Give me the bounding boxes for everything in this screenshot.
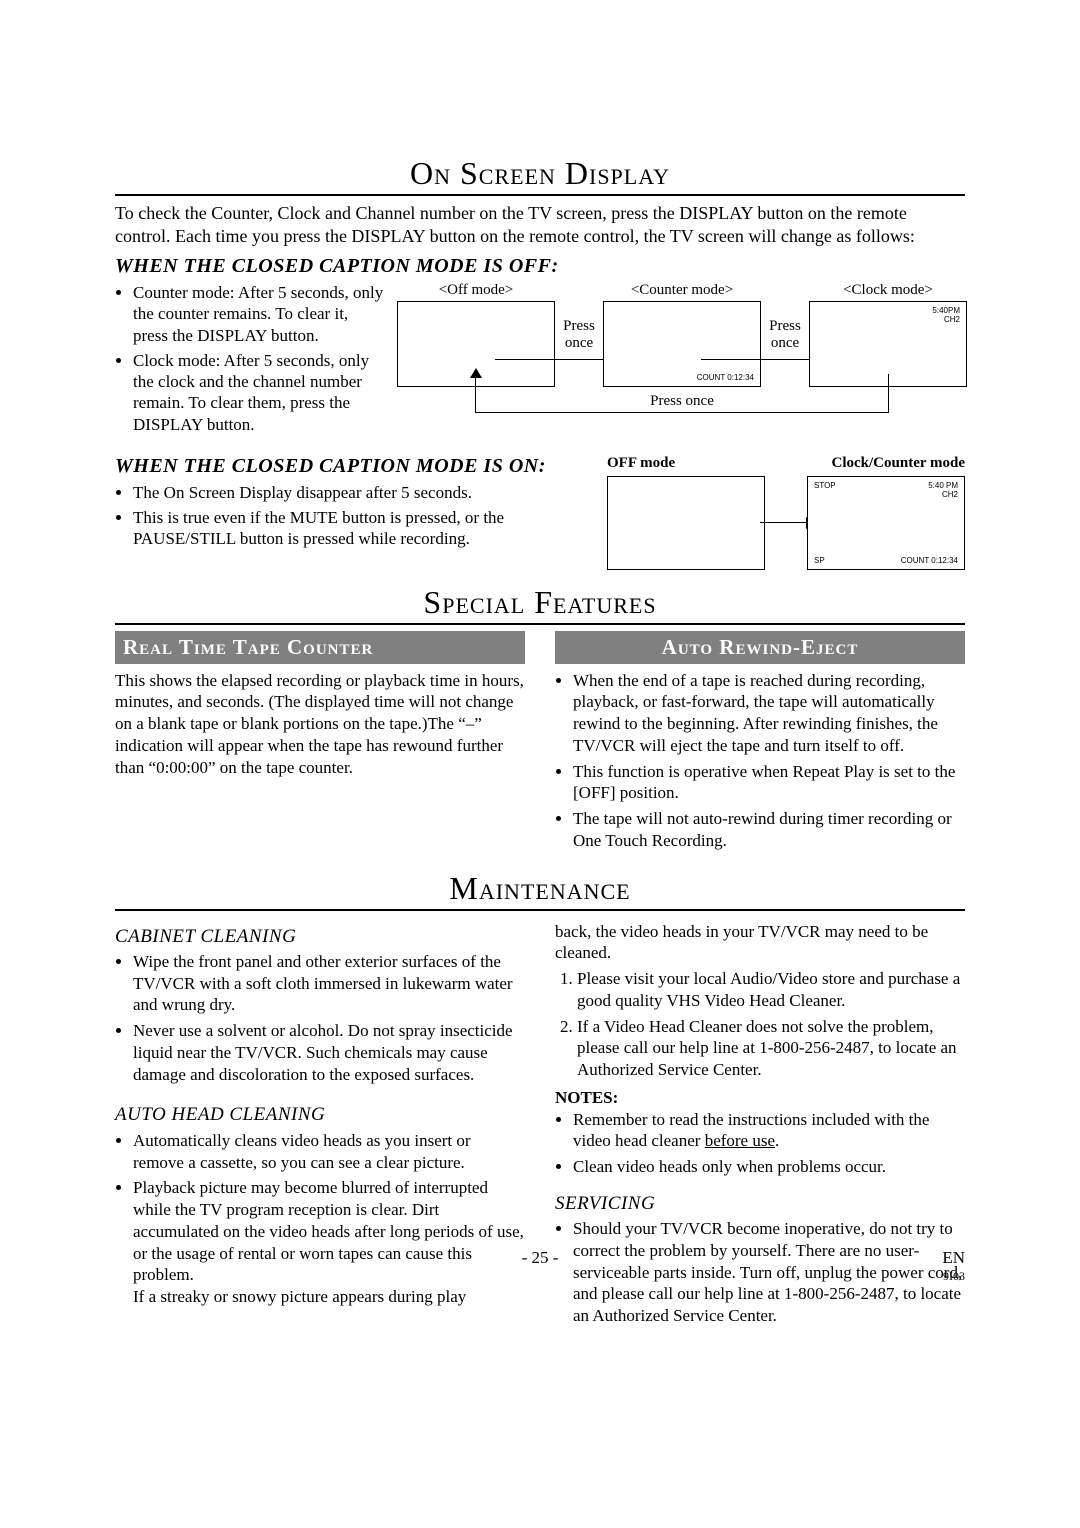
autohead-item: Playback picture may become blurred of i… [133,1177,525,1308]
page-number: - 25 - [522,1248,559,1268]
rtc-bar: Real Time Tape Counter [115,631,525,664]
notes-heading: NOTES: [555,1087,965,1109]
col2-ol-item: If a Video Head Cleaner does not solve t… [577,1016,965,1081]
arrow-right-icon [761,353,809,367]
off-mode-label: <Off mode> [439,282,514,299]
press-once-label: Press once [555,318,603,353]
col2-lead: back, the video heads in your TV/VCR may… [555,921,965,965]
clock-counter-hdr: Clock/Counter mode [832,455,965,472]
clock-time: 5:40PM [932,306,960,315]
diagram-off-counter-clock: <Off mode> Press once <Counter mode> COU… [397,282,967,439]
sp-text: SP [814,556,825,565]
cabinet-item: Never use a solvent or alcohol. Do not s… [133,1020,525,1085]
col2-ol-item: Please visit your local Audio/Video stor… [577,968,965,1012]
rtc-body: This shows the elapsed recording or play… [115,670,525,779]
are-item: This function is operative when Repeat P… [573,761,965,805]
rule [115,623,965,625]
notes-item: Remember to read the instructions includ… [573,1109,965,1153]
autohead-item: Automatically cleans video heads as you … [133,1130,525,1174]
cc-off-item: Clock mode: After 5 seconds, only the cl… [133,350,385,435]
osd-title: On Screen Display [115,155,965,192]
rule [115,909,965,911]
cc-on-item: The On Screen Display disappear after 5 … [133,482,595,503]
press-once-label: Press once [761,318,809,353]
special-features-title: Special Features [115,584,965,621]
counter-mode-label: <Counter mode> [631,282,733,299]
cc-on-heading: WHEN THE CLOSED CAPTION MODE IS ON: [115,455,546,477]
maintenance-title: Maintenance [115,870,965,907]
auto-head-cleaning-heading: AUTO HEAD CLEANING [115,1103,525,1127]
arrow-right-icon [768,516,804,530]
screen-clock-counter: STOP 5:40 PM CH2 SP COUNT 0:12:34 [807,476,965,570]
diagram-off-clock-counter: OFF mode Clock/Counter mode STOP 5:40 PM… [607,455,965,570]
doc-code: 9I03 [943,1269,965,1284]
autohead-tail: If a streaky or snowy picture appears du… [133,1287,466,1306]
are-item: The tape will not auto-rewind during tim… [573,808,965,852]
screen-off-2 [607,476,765,570]
are-bar: Auto Rewind-Eject [555,631,965,664]
servicing-heading: SERVICING [555,1192,965,1216]
cc-off-item: Counter mode: After 5 seconds, only the … [133,282,385,346]
clock-ch: CH2 [944,315,960,324]
cabinet-item: Wipe the front panel and other exterior … [133,951,525,1016]
cabinet-cleaning-heading: CABINET CLEANING [115,925,525,949]
notes-underline: before use [705,1131,775,1150]
time-text: 5:40 PM [928,481,958,490]
loopback-arrow [475,402,889,420]
clock-mode-label: <Clock mode> [843,282,933,299]
arrow-right-icon [555,353,603,367]
servicing-item: Should your TV/VCR become inoperative, d… [573,1218,965,1327]
cc-on-item: This is true even if the MUTE button is … [133,507,595,550]
screen-counter: COUNT 0:12:34 [603,301,761,387]
page-footer: - 25 - EN [115,1248,965,1268]
off-mode-hdr: OFF mode [607,455,675,472]
ch-text: CH2 [942,490,958,499]
counter-text: COUNT 0:12:34 [697,373,754,382]
are-item: When the end of a tape is reached during… [573,670,965,757]
lang-code: EN [942,1248,965,1268]
count-text: COUNT 0:12:34 [901,556,958,565]
cc-off-heading: WHEN THE CLOSED CAPTION MODE IS OFF: [115,255,965,278]
osd-intro: To check the Counter, Clock and Channel … [115,202,965,247]
rule [115,194,965,196]
notes-item: Clean video heads only when problems occ… [573,1156,965,1178]
stop-text: STOP [814,481,836,490]
